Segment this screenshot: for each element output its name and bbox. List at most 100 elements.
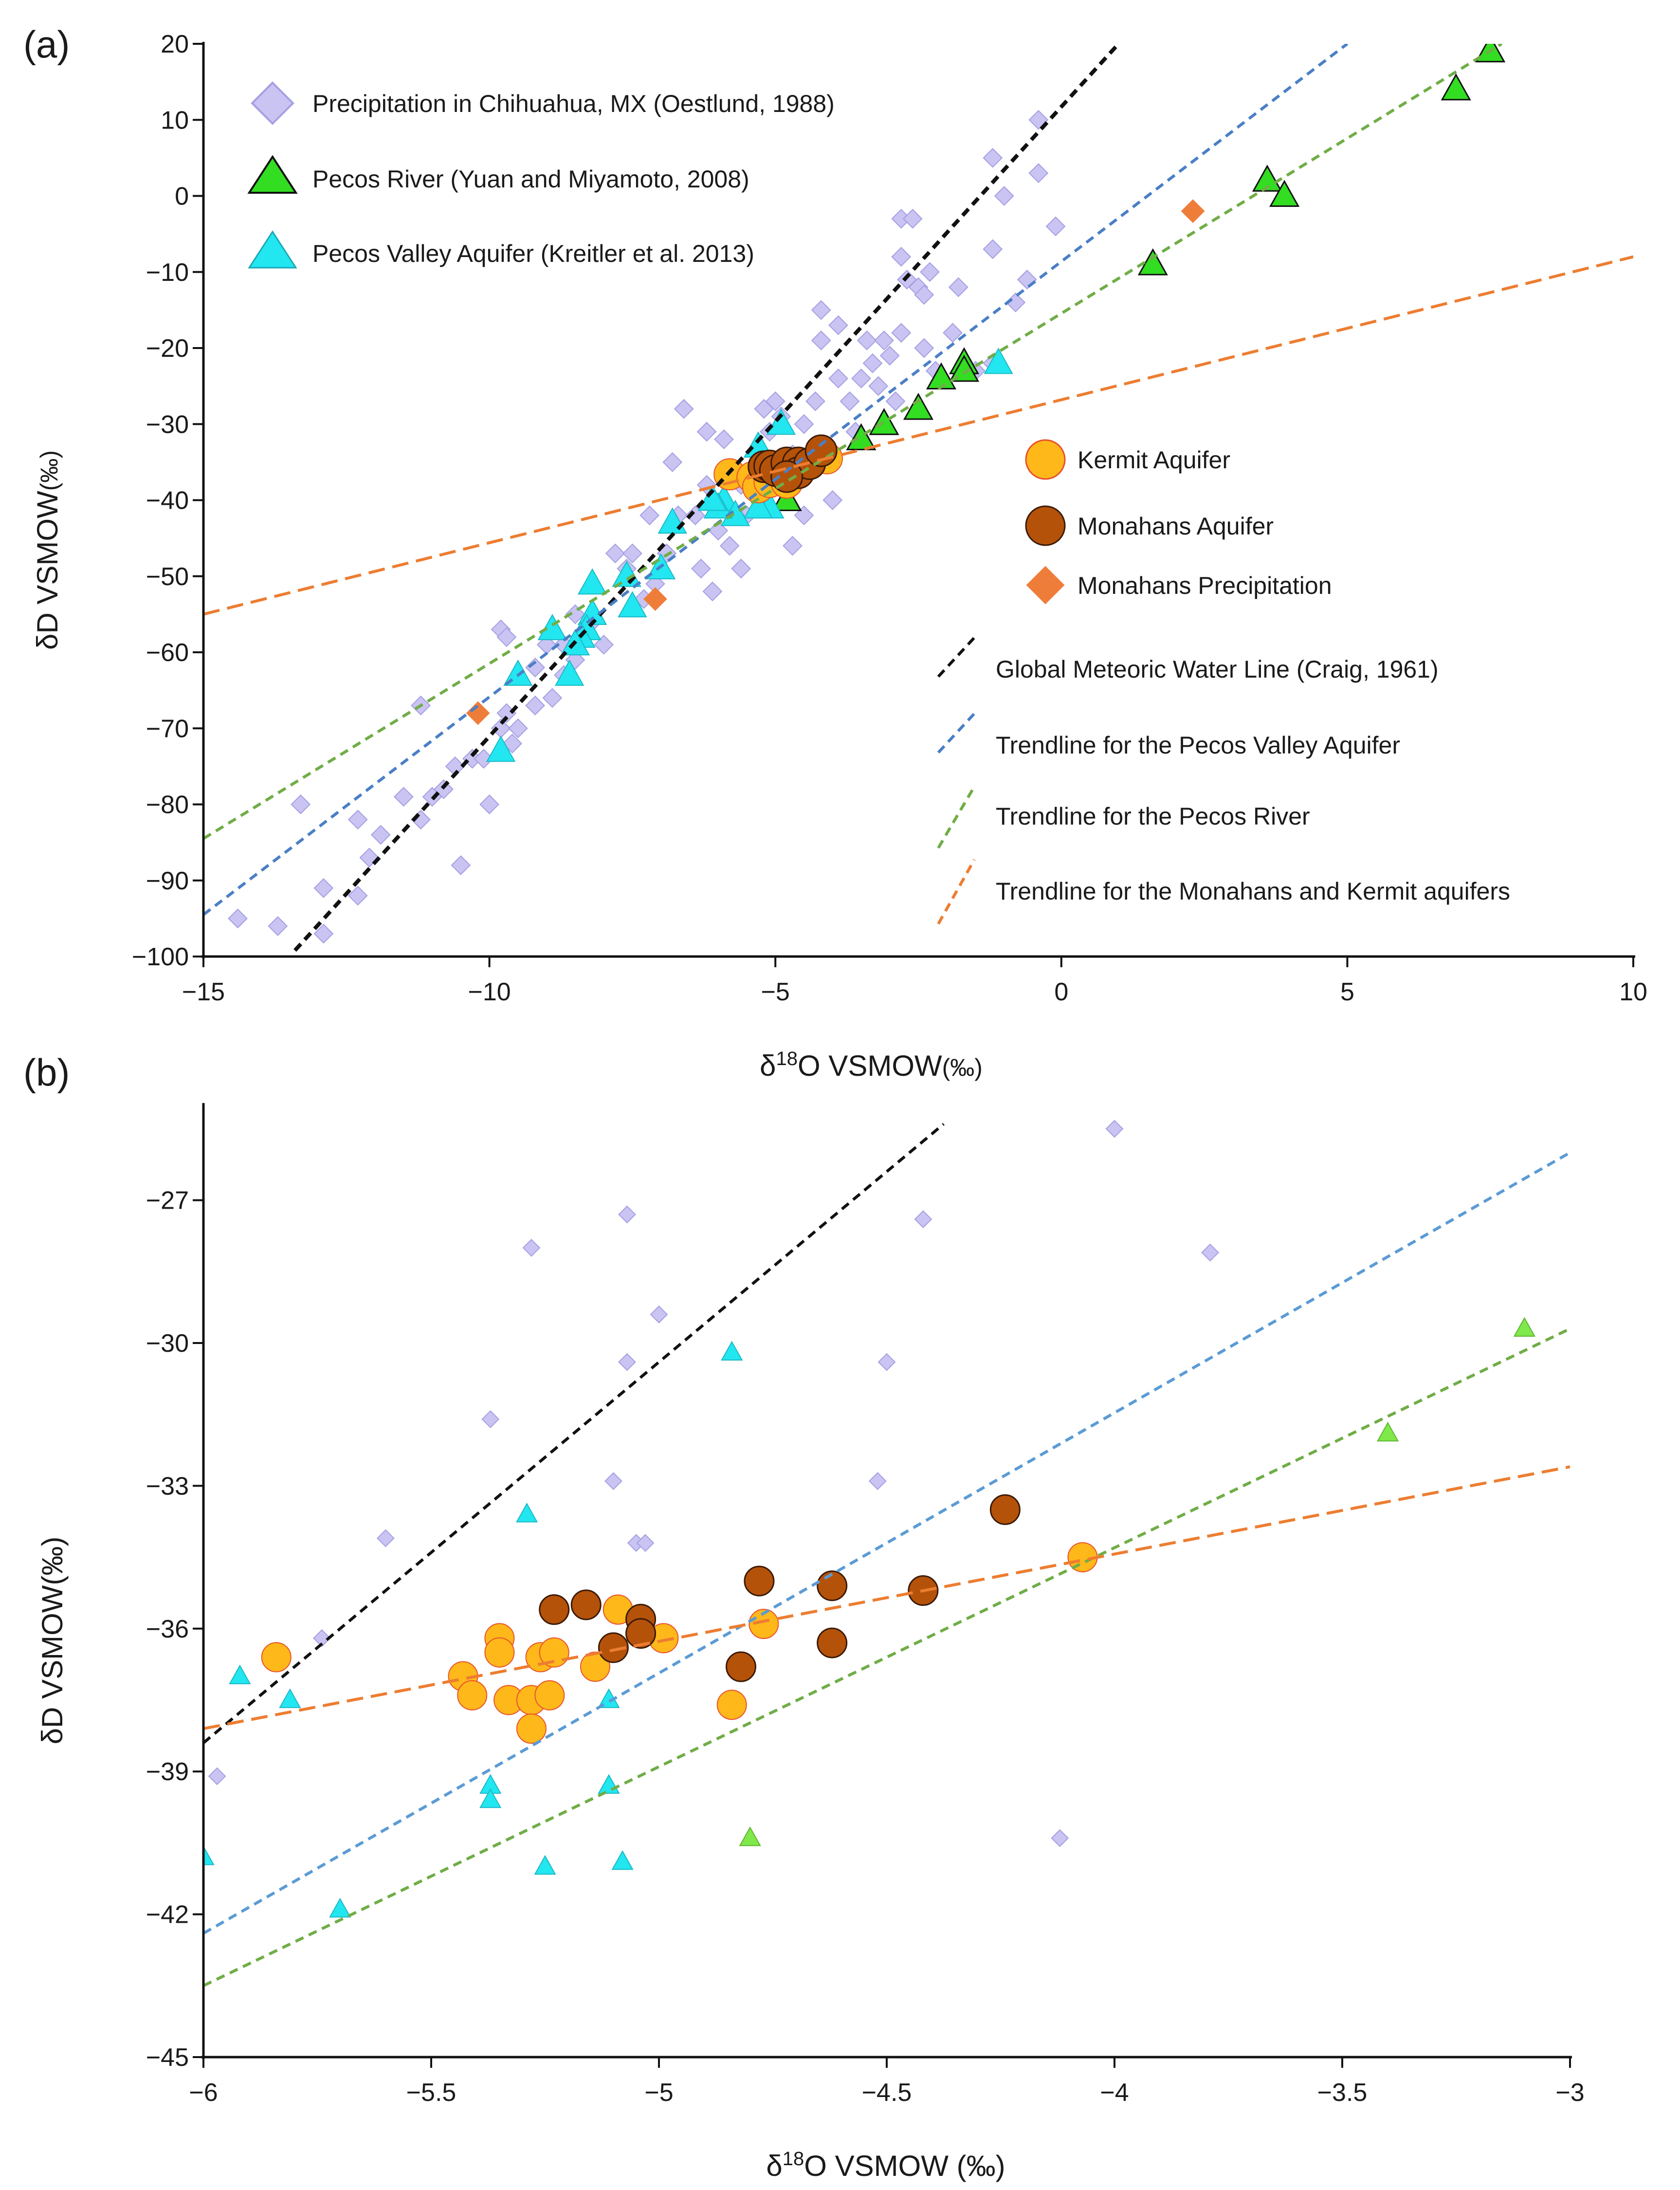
legend-pecos-river-label: Pecos River (Yuan and Miyamoto, 2008) <box>312 166 749 193</box>
pecos-valley-aquifer-point <box>515 1503 538 1523</box>
precipitation-in-chihuahua-point <box>347 810 368 830</box>
precipitation-in-chihuahua-point <box>702 581 723 602</box>
precipitation-in-chihuahua-point <box>754 399 774 419</box>
precipitation-in-chihuahua-point <box>1105 1120 1124 1138</box>
precipitation-in-chihuahua-point <box>636 1534 655 1552</box>
pecos-valley-aquifer-point <box>721 1341 743 1361</box>
trendline-river <box>203 44 1503 840</box>
precipitation-in-chihuahua-point <box>879 346 900 366</box>
precipitation-in-chihuahua-point <box>496 627 517 647</box>
precipitation-in-chihuahua-point <box>868 1472 887 1491</box>
precipitation-in-chihuahua-point <box>811 300 831 320</box>
panel-b-axes: −6 −5.5 −5 −4.5 −4 −3.5 −3 −45 −42 −39 −36 −33 −30 −2… <box>146 1103 1585 2107</box>
monahans-precipitation-point <box>466 701 490 725</box>
kermit-aquifer-point <box>261 1642 292 1673</box>
precipitation-in-chihuahua-point <box>208 1767 226 1785</box>
precipitation-in-chihuahua-point <box>313 923 334 944</box>
trendlines-layer <box>203 1123 1570 1988</box>
x-tick-label: 10 <box>1619 978 1647 1006</box>
pecos-river-point <box>926 362 957 389</box>
legend-gmwl-label: Global Meteoric Water Line (Craig, 1961) <box>996 656 1439 683</box>
y-tick-label: −36 <box>146 1615 189 1643</box>
precipitation-in-chihuahua-point <box>840 391 860 411</box>
x-tick-label: 5 <box>1340 978 1354 1006</box>
points-layer <box>228 44 1506 944</box>
x-tick-label: −5 <box>644 2079 673 2107</box>
monahans-aquifer-point <box>817 1627 848 1658</box>
precipitation-in-chihuahua-point <box>312 1629 331 1647</box>
precipitation-in-chihuahua-point <box>794 414 814 434</box>
precipitation-in-chihuahua-point <box>874 330 894 350</box>
precipitation-in-chihuahua-point <box>948 277 968 297</box>
pecos-valley-aquifer-point <box>577 568 607 595</box>
pecos-river-point <box>1441 73 1471 101</box>
y-tick-label: −42 <box>146 1901 189 1929</box>
precipitation-in-chihuahua-point <box>622 543 642 564</box>
x-tick-label: −4 <box>1100 2079 1129 2107</box>
panel-b-marks <box>203 1120 1570 1988</box>
precipitation-in-chihuahua-point <box>914 285 934 305</box>
pecos-valley-aquifer-point <box>612 560 641 587</box>
legend-precip-icon <box>251 81 294 125</box>
y-tick-label: −80 <box>146 791 189 819</box>
precipitation-in-chihuahua-point <box>650 1305 668 1324</box>
precipitation-in-chihuahua-point <box>228 908 248 929</box>
pecos-river-point <box>1269 180 1300 207</box>
pecos-river-point <box>1137 248 1168 276</box>
precipitation-in-chihuahua-point <box>902 208 923 229</box>
trendline-mk <box>203 255 1633 616</box>
precipitation-in-chihuahua-point <box>805 391 825 411</box>
precipitation-in-chihuahua-point <box>914 338 934 358</box>
legend-mk-line-label: Trendline for the Monahans and Kermit aq… <box>996 878 1510 905</box>
monahans-aquifer-point <box>570 1589 602 1620</box>
precipitation-in-chihuahua-point <box>691 558 711 579</box>
precipitation-in-chihuahua-point <box>783 535 803 556</box>
kermit-aquifer-point <box>534 1680 565 1711</box>
precipitation-in-chihuahua-point <box>983 147 1003 168</box>
legend-monahans-icon <box>1025 505 1066 546</box>
precipitation-in-chihuahua-point <box>291 794 311 814</box>
precipitation-in-chihuahua-point <box>851 368 871 388</box>
pecos-valley-aquifer-point <box>554 659 584 686</box>
y-tick-label: −20 <box>146 334 189 363</box>
monahans-precipitation-point <box>643 587 667 611</box>
y-tick-label: 20 <box>161 30 189 58</box>
x-tick-label: −5 <box>761 978 790 1006</box>
precipitation-in-chihuahua-point <box>828 368 848 388</box>
legend-mon-precip-icon <box>1026 566 1065 605</box>
pecos-valley-aquifer-point <box>479 1788 502 1808</box>
precipitation-in-chihuahua-point <box>1028 163 1049 184</box>
x-tick-label: −3.5 <box>1317 2079 1368 2107</box>
monahans-aquifer-point <box>744 1565 775 1597</box>
precipitation-in-chihuahua-point <box>714 429 734 449</box>
y-tick-label: −45 <box>146 2043 189 2072</box>
y-tick-label: −70 <box>146 715 189 743</box>
y-tick-label: −100 <box>132 943 189 971</box>
pecos-valley-aquifer-point <box>279 1688 301 1708</box>
trendlines-layer <box>203 44 1633 952</box>
precipitation-in-chihuahua-point <box>481 1410 500 1428</box>
y-tick-label: −27 <box>146 1187 189 1215</box>
trendline-mk <box>203 1465 1570 1730</box>
trendline-pva <box>203 1151 1570 1935</box>
panel-b-x-axis-label: δ18O VSMOW (‰) <box>766 2148 1005 2182</box>
precipitation-in-chihuahua-point <box>522 1238 541 1257</box>
precipitation-in-chihuahua-point <box>674 399 694 419</box>
monahans-aquifer-point <box>625 1618 657 1649</box>
y-tick-label: −90 <box>146 867 189 895</box>
panel-a-x-axis-label: δ18O VSMOW(‰) <box>760 1048 983 1082</box>
pecos-river-point <box>1513 1317 1536 1337</box>
precipitation-in-chihuahua-point <box>639 505 660 526</box>
pecos-valley-aquifer-point <box>537 614 567 641</box>
precipitation-in-chihuahua-point <box>696 422 717 442</box>
trendline-gmwl <box>203 1123 945 1744</box>
pecos-valley-aquifer-point <box>203 1845 215 1865</box>
trendline-river <box>203 1327 1570 1988</box>
y-tick-label: −40 <box>146 487 189 515</box>
panel-a-axes: −15 −10 −5 0 5 10−100−90−80−70−60−50−40−30−20… <box>132 30 1647 1006</box>
precipitation-in-chihuahua-point <box>479 794 500 814</box>
legend-monahans-label: Monahans Aquifer <box>1077 513 1274 540</box>
panel-b-y-axis-label: δD VSMOW(‰) <box>36 1537 69 1745</box>
precipitation-in-chihuahua-point <box>376 1529 395 1547</box>
precipitation-in-chihuahua-point <box>605 543 625 564</box>
